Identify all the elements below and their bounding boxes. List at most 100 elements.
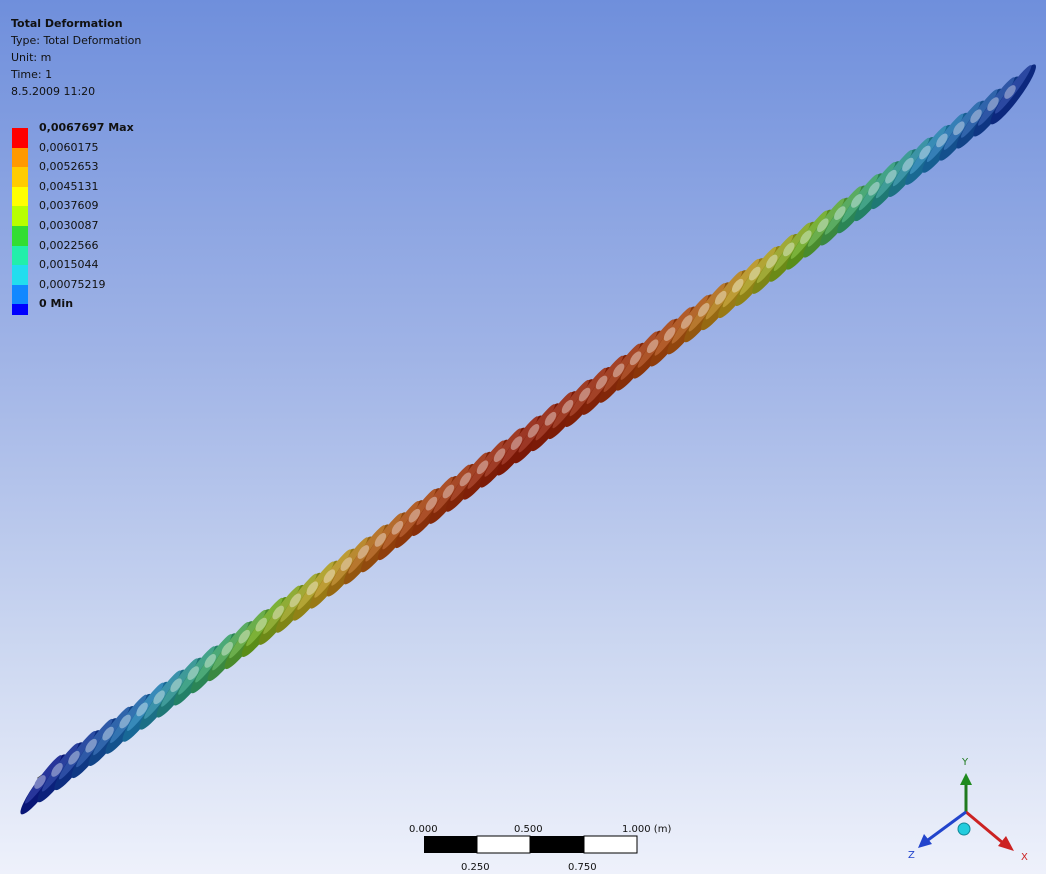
auger-hub — [238, 629, 250, 644]
auger-hub — [391, 520, 404, 535]
auger-hub — [425, 496, 438, 511]
legend-swatch-4[interactable] — [12, 206, 28, 226]
auger-hub — [851, 194, 863, 208]
auger-hub — [221, 641, 233, 656]
auger-hub — [953, 121, 965, 136]
auger-hub — [170, 678, 182, 693]
auger-hub — [153, 690, 165, 705]
auger-hub — [680, 315, 693, 329]
auger-hub — [885, 169, 897, 184]
legend-swatch-0[interactable] — [12, 128, 28, 148]
result-time: Time: 1 — [11, 68, 53, 81]
y-axis-arrowhead — [960, 773, 972, 785]
legend-label-7: 0,0015044 — [39, 258, 99, 272]
auger-hub — [817, 218, 829, 233]
auger-hub — [51, 763, 63, 777]
legend-label-3: 0,0045131 — [39, 179, 99, 193]
triad-center-sphere[interactable] — [957, 822, 971, 836]
auger-hub — [459, 472, 472, 487]
scale-segment-1 — [424, 836, 477, 853]
auger-hub — [306, 581, 319, 596]
auger-hub — [323, 569, 336, 584]
auger-hub — [800, 230, 812, 245]
auger-hub — [272, 605, 284, 620]
auger-hub — [187, 666, 199, 680]
legend-swatch-7[interactable] — [12, 265, 28, 285]
auger-hub — [748, 266, 761, 281]
result-type: Type: Total Deformation — [11, 34, 142, 47]
auger-hub — [868, 181, 880, 196]
auger-hub — [612, 363, 625, 378]
z-axis-arrowhead — [918, 834, 932, 848]
legend-swatch-5[interactable] — [12, 226, 28, 246]
scale-label-0: 0.000 — [409, 824, 438, 835]
legend-swatch-2[interactable] — [12, 167, 28, 187]
triad-y-label: Y — [961, 757, 969, 768]
auger-hub — [561, 399, 574, 414]
auger-hub — [783, 242, 795, 257]
legend-label-2: 0,0052653 — [39, 160, 99, 174]
auger-hub — [629, 351, 642, 366]
auger-hub — [936, 133, 948, 148]
auger-hub — [646, 339, 659, 354]
legend-label-1: 0,0060175 — [39, 140, 99, 154]
legend-swatch-6[interactable] — [12, 245, 28, 266]
auger-hub — [987, 97, 999, 111]
result-unit: Unit: m — [11, 51, 52, 64]
auger-hub — [255, 617, 267, 632]
auger-hub — [340, 557, 353, 571]
scale-label-250: 0.250 — [461, 862, 490, 873]
auger-hub — [714, 290, 727, 305]
legend-swatch-9[interactable] — [12, 304, 28, 315]
auger-hub — [289, 593, 302, 608]
auger-flight — [990, 64, 1036, 125]
auger-hub — [442, 484, 455, 499]
auger-hub — [68, 750, 80, 765]
auger-hub — [408, 508, 421, 523]
auger-hub — [578, 387, 591, 402]
scale-label-1000: 1.000 (m) — [622, 824, 671, 835]
auger-hub — [510, 436, 523, 450]
x-axis-arrowhead — [998, 836, 1014, 851]
auger-hub — [663, 327, 676, 341]
auger-hub — [1004, 85, 1016, 99]
legend-label-0: 0,0067697 Max — [39, 121, 134, 134]
x-axis-line — [965, 810, 1004, 845]
result-info: Total Deformation Type: Total Deformatio… — [11, 15, 141, 100]
auger-hub — [595, 375, 608, 390]
z-axis-line — [927, 810, 967, 842]
auger-hub — [34, 775, 46, 789]
legend-label-4: 0,0037609 — [39, 199, 99, 213]
triad-z-label: Z — [908, 850, 915, 861]
auger-hub — [527, 424, 540, 438]
legend-swatch-3[interactable] — [12, 186, 28, 207]
scale-label-750: 0.750 — [568, 862, 597, 873]
auger-hub — [902, 157, 914, 172]
auger-hub — [204, 654, 216, 668]
auger-hub — [136, 702, 148, 717]
scale-label-500: 0.500 — [514, 824, 543, 835]
auger-hub — [766, 254, 778, 269]
legend-swatch-1[interactable] — [12, 147, 28, 168]
legend-swatch-8[interactable] — [12, 284, 28, 305]
auger-hub — [834, 206, 846, 220]
auger-hub — [493, 448, 506, 463]
auger-hub — [357, 545, 370, 559]
scale-segment-3 — [530, 836, 584, 853]
auger-hub — [919, 145, 931, 160]
auger-hub — [544, 411, 557, 426]
auger-hub — [697, 303, 710, 317]
legend-label-5: 0,0030087 — [39, 219, 99, 232]
auger-hub — [102, 726, 114, 741]
result-title: Total Deformation — [11, 17, 123, 30]
legend-label-8: 0,00075219 — [39, 277, 106, 291]
result-date: 8.5.2009 11:20 — [11, 85, 96, 98]
auger-hub — [374, 533, 387, 547]
auger-hub — [476, 460, 489, 475]
auger-hub — [970, 109, 982, 124]
legend-label-6: 0,0022566 — [39, 238, 99, 252]
